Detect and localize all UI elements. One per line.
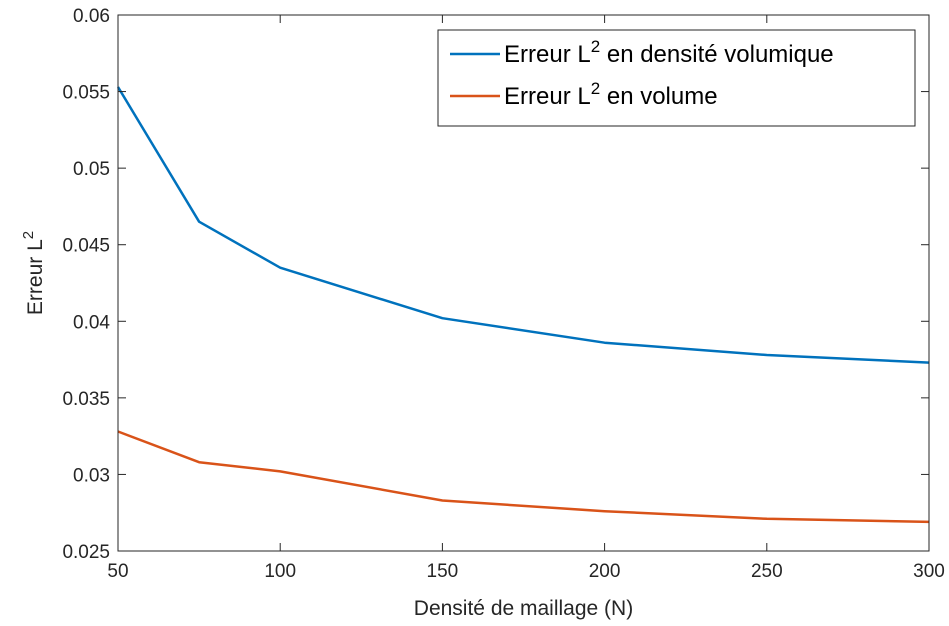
x-tick-label: 250 — [751, 561, 783, 582]
y-axis-label: Erreur L2 — [20, 231, 47, 315]
x-tick-label: 50 — [107, 561, 128, 582]
legend: Erreur L2 en densité volumique Erreur L2 … — [437, 29, 916, 127]
axes-box — [117, 14, 930, 552]
x-axis-label: Densité de maillage (N) — [414, 597, 633, 620]
series-line-2 — [117, 430, 930, 524]
series-lines — [116, 86, 930, 524]
axes-frame — [117, 14, 930, 552]
y-tick-label: 0.055 — [62, 83, 110, 104]
y-tick-label: 0.06 — [73, 6, 110, 27]
x-tick-label: 100 — [264, 561, 296, 582]
legend-entry-label: Erreur L2 en densité volumique — [504, 37, 834, 68]
y-axis-ticks: 0.025 0.03 0.035 0.04 0.045 0.05 0.055 0.06 — [62, 6, 929, 563]
x-tick-label: 150 — [427, 561, 459, 582]
y-tick-label: 0.05 — [73, 159, 110, 180]
x-tick-label: 300 — [913, 561, 945, 582]
y-tick-label: 0.04 — [73, 312, 110, 333]
y-tick-label: 0.045 — [62, 236, 110, 257]
y-tick-label: 0.035 — [62, 389, 110, 410]
series-line-1 — [116, 86, 930, 364]
x-axis-ticks: 50 100 150 200 250 300 — [107, 15, 945, 582]
legend-box — [437, 29, 916, 127]
y-tick-label: 0.03 — [73, 465, 110, 486]
legend-entry-label: Erreur L2 en volume — [504, 79, 718, 110]
x-tick-label: 200 — [589, 561, 621, 582]
y-tick-label: 0.025 — [62, 542, 110, 563]
